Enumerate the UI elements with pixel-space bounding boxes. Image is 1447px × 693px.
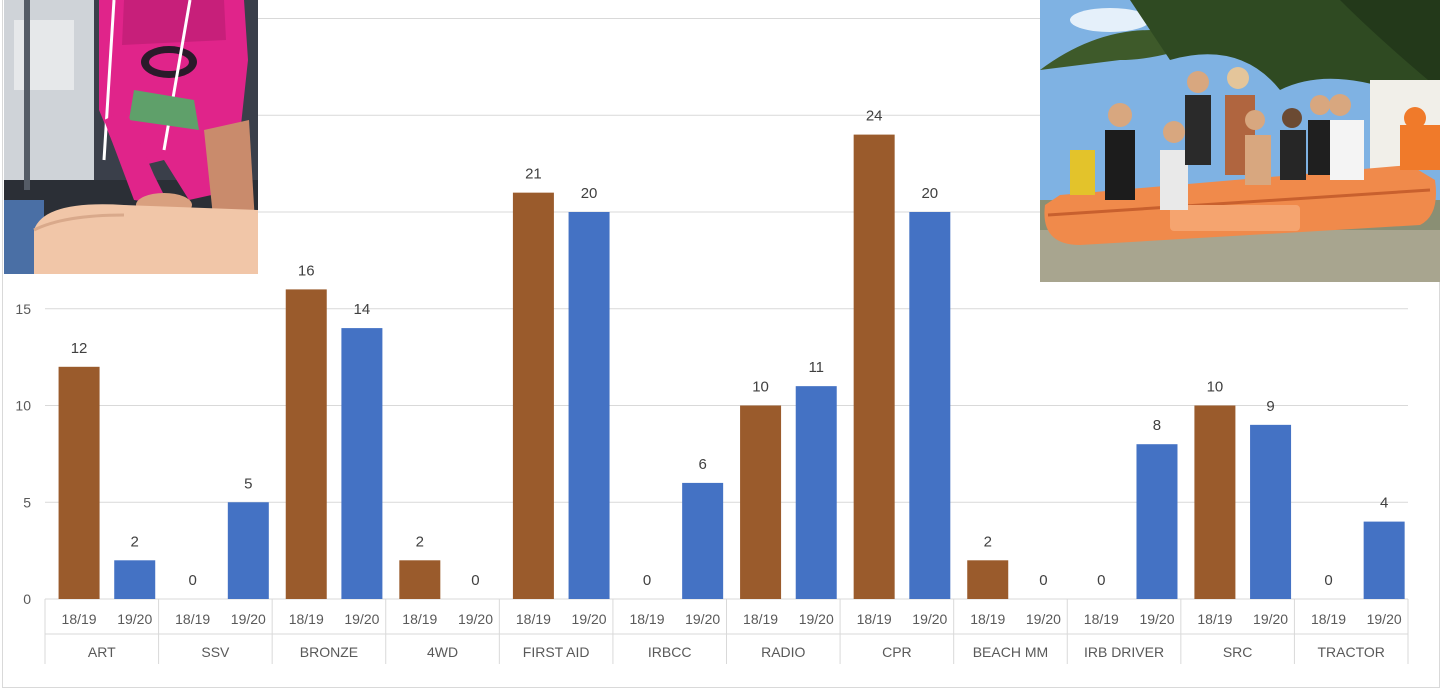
x-series-tick-label: 18/19 <box>289 611 324 627</box>
bar-bronze-19-20 <box>341 328 383 599</box>
bar-src-18-19 <box>1194 405 1236 599</box>
data-label: 0 <box>471 572 479 589</box>
bar-cpr-18-19 <box>853 134 895 599</box>
x-series-tick-label: 18/19 <box>516 611 551 627</box>
data-label: 9 <box>1266 398 1274 415</box>
data-label: 0 <box>1324 572 1332 589</box>
data-label: 2 <box>131 533 139 550</box>
bar-src-19-20 <box>1250 424 1292 599</box>
y-tick-label: 10 <box>15 398 31 414</box>
data-label: 0 <box>643 572 651 589</box>
x-series-tick-label: 19/20 <box>231 611 266 627</box>
bar-radio-18-19 <box>740 405 782 599</box>
bars <box>58 134 1405 599</box>
x-series-tick-label: 18/19 <box>857 611 892 627</box>
bar-ssv-19-20 <box>227 502 269 599</box>
x-series-tick-label: 19/20 <box>685 611 720 627</box>
x-category-label: TRACTOR <box>1317 644 1384 660</box>
y-axis: 0 5 10 15 <box>15 301 31 607</box>
x-series-tick-label: 19/20 <box>1026 611 1061 627</box>
x-series-tick-label: 18/19 <box>1197 611 1232 627</box>
data-label: 10 <box>752 379 769 396</box>
data-label: 6 <box>698 456 706 473</box>
bar-4wd-18-19 <box>399 560 441 599</box>
data-label: 24 <box>866 108 883 125</box>
bar-irbcc-19-20 <box>682 482 724 599</box>
data-label: 21 <box>525 166 542 183</box>
bar-irb-driver-19-20 <box>1136 444 1178 599</box>
x-series-tick-label: 18/19 <box>175 611 210 627</box>
x-series-tick-label: 19/20 <box>1367 611 1402 627</box>
x-category-label: SRC <box>1223 644 1253 660</box>
x-category-label: IRBCC <box>648 644 692 660</box>
data-label: 20 <box>581 185 598 202</box>
bar-radio-19-20 <box>795 386 837 599</box>
y-tick-label: 15 <box>15 301 31 317</box>
x-category-label: IRB DRIVER <box>1084 644 1164 660</box>
data-label: 11 <box>808 359 824 376</box>
bar-first-aid-19-20 <box>568 212 610 599</box>
x-series-tick-label: 18/19 <box>1311 611 1346 627</box>
x-series-tick-label: 19/20 <box>1139 611 1174 627</box>
x-series-tick-label: 19/20 <box>458 611 493 627</box>
y-tick-label: 0 <box>23 591 31 607</box>
data-label: 5 <box>244 475 252 492</box>
x-category-label: BEACH MM <box>973 644 1048 660</box>
x-category-label: BRONZE <box>300 644 358 660</box>
x-category-label: FIRST AID <box>523 644 590 660</box>
y-tick-label: 5 <box>23 494 31 510</box>
x-series-tick-label: 19/20 <box>1253 611 1288 627</box>
bar-art-19-20 <box>114 560 156 599</box>
data-label: 0 <box>1097 572 1105 589</box>
data-label: 12 <box>71 340 88 357</box>
x-series-tick-label: 18/19 <box>1084 611 1119 627</box>
x-series-tick-label: 19/20 <box>344 611 379 627</box>
x-category-label: SSV <box>201 644 230 660</box>
x-category-label: CPR <box>882 644 912 660</box>
data-label: 2 <box>984 533 992 550</box>
data-label: 0 <box>1039 572 1047 589</box>
data-label: 4 <box>1380 495 1388 512</box>
irb-rescue-boat-photo <box>1040 0 1440 282</box>
data-label: 0 <box>188 572 196 589</box>
x-series-tick-label: 19/20 <box>799 611 834 627</box>
bar-first-aid-18-19 <box>512 192 554 599</box>
bar-cpr-19-20 <box>909 212 951 599</box>
data-label: 14 <box>354 301 371 318</box>
bar-tractor-19-20 <box>1363 521 1405 599</box>
bar-bronze-18-19 <box>285 289 327 599</box>
data-label: 20 <box>921 185 938 202</box>
x-series-tick-label: 19/20 <box>572 611 607 627</box>
bar-art-18-19 <box>58 366 100 599</box>
data-label: 16 <box>298 262 315 279</box>
bar-beach-mm-18-19 <box>967 560 1009 599</box>
x-series-tick-label: 18/19 <box>743 611 778 627</box>
x-category-label: ART <box>88 644 116 660</box>
data-label: 8 <box>1153 417 1161 434</box>
x-series-tick-label: 19/20 <box>117 611 152 627</box>
x-series-tick-label: 19/20 <box>912 611 947 627</box>
x-series-tick-label: 18/19 <box>970 611 1005 627</box>
x-category-label: RADIO <box>761 644 805 660</box>
cpr-training-photo <box>4 0 258 274</box>
x-category-label: 4WD <box>427 644 458 660</box>
x-series-tick-label: 18/19 <box>402 611 437 627</box>
data-label: 10 <box>1207 379 1224 396</box>
data-label: 2 <box>416 533 424 550</box>
x-axis: 18/19 19/20 ART 18/19 19/20 SSV 18/19 19/20 BRON… <box>44 599 1409 664</box>
x-series-tick-label: 18/19 <box>62 611 97 627</box>
x-series-tick-label: 18/19 <box>629 611 664 627</box>
